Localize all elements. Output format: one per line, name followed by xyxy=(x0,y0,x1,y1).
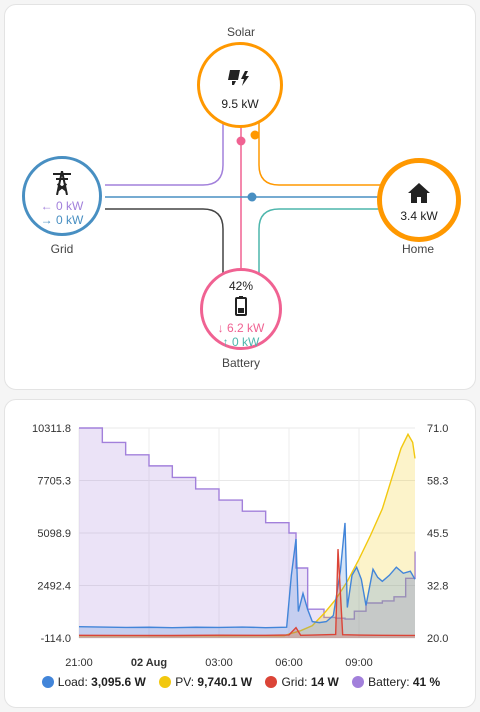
history-chart-card: 10311.8 7705.3 5098.9 2492.4 -114.0 71.0 58.3 4… xyxy=(4,399,476,708)
y-left-tick-label: 5098.9 xyxy=(37,528,71,540)
x-tick-label: 06:00 xyxy=(275,657,303,669)
legend-label-battery: Battery xyxy=(368,674,407,689)
y-right-tick-label: 32.8 xyxy=(427,581,448,593)
history-chart[interactable]: 10311.8 7705.3 5098.9 2492.4 -114.0 71.0 58.3 4… xyxy=(5,400,477,670)
series-area-battery xyxy=(79,428,415,638)
grid-node[interactable]: ← 0 kW → 0 kW xyxy=(22,156,102,236)
legend-swatch-load xyxy=(41,675,54,688)
legend-item-battery[interactable]: Battery: 41 % xyxy=(352,675,440,689)
flow-lines xyxy=(105,123,380,273)
flow-line-grid-battery xyxy=(105,208,224,273)
battery-discharge-value: ↓ 6.2 kW xyxy=(217,321,265,335)
legend-swatch-grid xyxy=(265,675,278,688)
battery-soc-value: 42% xyxy=(228,279,254,293)
x-tick-label: 21:00 xyxy=(65,657,93,669)
home-power-value: 3.4 kW xyxy=(400,209,438,223)
legend-label-grid: Grid xyxy=(281,674,305,689)
solar-node[interactable]: 9.5 kW xyxy=(197,42,283,128)
legend-label-pv: PV xyxy=(175,674,191,689)
legend-value-load: 3,095.6 W xyxy=(91,674,146,689)
flow-line-solar-home xyxy=(258,123,380,186)
y-left-tick-label: 2492.4 xyxy=(37,581,71,593)
flow-dot-solar-battery xyxy=(236,136,246,146)
x-tick-label: 02 Aug xyxy=(131,657,167,669)
y-left-tick-label: 10311.8 xyxy=(32,423,71,435)
legend-swatch-pv xyxy=(159,675,172,688)
y-left-tick-label: -114.0 xyxy=(41,633,71,645)
flow-line-solar-grid xyxy=(105,123,224,186)
y-right-tick-label: 20.0 xyxy=(427,633,448,645)
energy-flow-card: Solar 9.5 kW ← 0 kW → 0 kW Grid 3.4 kW H… xyxy=(4,4,476,390)
legend-value-grid: 14 W xyxy=(310,674,339,689)
legend-label-load: Load xyxy=(57,674,85,689)
series-line-load xyxy=(78,522,416,629)
home-node[interactable]: 3.4 kW xyxy=(377,158,461,242)
legend-value-pv: 9,740.1 W xyxy=(197,674,253,689)
legend-item-grid[interactable]: Grid: 14 W xyxy=(265,674,339,689)
y-right-tick-label: 45.5 xyxy=(427,528,448,540)
series-line-grid xyxy=(78,549,416,637)
series-area-pv xyxy=(79,434,415,638)
x-tick-label: 09:00 xyxy=(345,657,373,669)
transmission-tower-icon xyxy=(53,171,71,195)
battery-node[interactable]: 42% ↓ 6.2 kW ↑ 0 kW xyxy=(200,268,282,350)
home-label: Home xyxy=(401,242,434,256)
flow-line-battery-home xyxy=(258,208,380,273)
solar-label: Solar xyxy=(226,25,255,39)
home-icon xyxy=(408,183,430,203)
legend-item-pv[interactable]: PV: 9,740.1 W xyxy=(159,675,252,689)
y-right-tick-label: 58.3 xyxy=(427,476,448,488)
grid-import-value: ← 0 kW xyxy=(40,199,84,213)
flow-dot-solar-home xyxy=(250,130,260,140)
grid-export-value: → 0 kW xyxy=(40,213,84,227)
legend-item-load[interactable]: Load: 3,095.6 W xyxy=(41,674,146,689)
y-left-tick-label: 7705.3 xyxy=(37,476,71,488)
x-tick-label: 03:00 xyxy=(205,657,233,669)
legend-swatch-battery xyxy=(352,675,365,688)
battery-label: Battery xyxy=(221,356,260,370)
series-area-load xyxy=(79,522,415,638)
flow-dot-grid-home xyxy=(247,192,257,202)
y-right-tick-label: 71.0 xyxy=(427,423,448,435)
solar-power-icon xyxy=(228,70,249,86)
battery-icon xyxy=(235,296,247,316)
series-line-pv xyxy=(79,432,416,637)
grid-label: Grid xyxy=(50,242,74,256)
battery-charge-value: ↑ 0 kW xyxy=(222,335,260,349)
legend-value-battery: 41 % xyxy=(412,674,441,689)
solar-power-value: 9.5 kW xyxy=(221,97,259,111)
series-line-battery xyxy=(79,427,416,620)
chart-legend: Load: 3,095.6 W PV: 9,740.1 W Grid: 14 W… xyxy=(5,674,477,689)
